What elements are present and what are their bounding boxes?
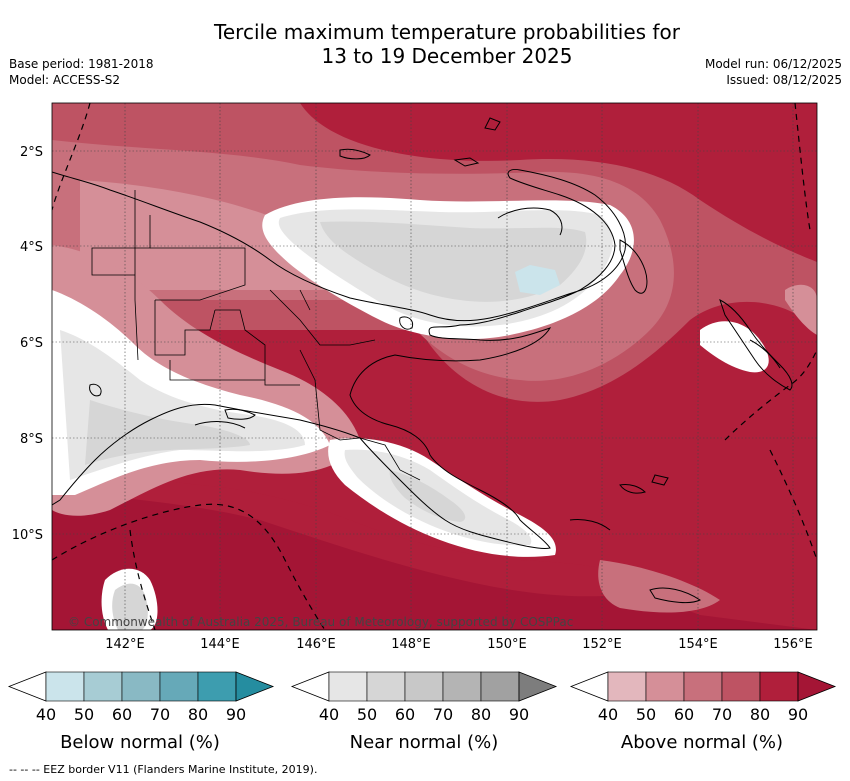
lat-axis: 2°S 4°S 6°S 8°S 10°S: [12, 145, 43, 543]
lon-label-156e: 156°E: [773, 637, 813, 652]
colorbar-tick-label: 90: [788, 705, 808, 724]
field-near-50-southeast: [389, 470, 466, 522]
colorbar-segment: [45, 671, 85, 702]
colorbar-tick-label: 80: [188, 705, 208, 724]
colorbar-segment: [328, 671, 368, 702]
colorbar-tick-label: 90: [509, 705, 529, 724]
colorbar-segment: [645, 671, 685, 702]
lat-label-4s: 4°S: [20, 240, 43, 255]
colorbar-title: Near normal (%): [350, 732, 499, 753]
lon-label-144e: 144°E: [200, 637, 240, 652]
colorbar-tick-label: 60: [112, 705, 132, 724]
colorbar-tick-label: 40: [598, 705, 618, 724]
colorbar-tick-label: 40: [319, 705, 339, 724]
colorbar-extend-high: [518, 671, 558, 702]
map-frame: [51, 102, 818, 631]
colorbar-segment: [721, 671, 761, 702]
colorbar-near-normal: 40 50 60 70 80 90 Near normal (%): [290, 671, 558, 753]
colorbar-tick-label: 50: [74, 705, 94, 724]
coastlines: [52, 117, 793, 604]
colorbar-tick-label: 80: [750, 705, 770, 724]
colorbar-tick-label: 80: [471, 705, 491, 724]
colorbar-tick-label: 90: [226, 705, 246, 724]
lat-label-8s: 8°S: [20, 432, 43, 447]
copyright-text: © Commonwealth of Australia 2025, Bureau…: [68, 615, 573, 629]
colorbar-title: Above normal (%): [621, 732, 783, 753]
eez-footnote: -- -- -- EEZ border V11 (Flanders Marine…: [9, 763, 318, 776]
colorbar-tick-label: 70: [150, 705, 170, 724]
colorbar-segment: [197, 671, 237, 702]
model-run: Model run: 06/12/2025: [704, 57, 842, 71]
colorbar-tick-label: 50: [357, 705, 377, 724]
colorbar-tick-label: 70: [712, 705, 732, 724]
eez-borders: [52, 103, 817, 630]
field-neutral-east: [700, 321, 769, 373]
colorbar-segment: [159, 671, 199, 702]
colorbar-segment: [683, 671, 723, 702]
colorbar-segment: [480, 671, 520, 702]
lat-label-2s: 2°S: [20, 145, 43, 160]
issued-date: Issued: 08/12/2025: [726, 73, 842, 87]
lat-label-10s: 10°S: [12, 528, 43, 543]
field-below-40-patch: [515, 265, 560, 295]
lon-label-154e: 154°E: [678, 637, 718, 652]
field-near-50-west: [85, 400, 250, 465]
lon-axis: 142°E 144°E 146°E 148°E 150°E 152°E 154°…: [105, 637, 813, 652]
field-above-80-south: [52, 450, 620, 597]
colorbar-extend-high: [235, 671, 275, 702]
title-line-1: Tercile maximum temperature probabilitie…: [214, 20, 680, 44]
colorbar-segment: [83, 671, 123, 702]
model-name: Model: ACCESS-S2: [9, 73, 121, 87]
colorbar-extend-low: [7, 671, 47, 702]
lon-label-152e: 152°E: [582, 637, 622, 652]
graticule: [52, 103, 817, 630]
colorbar-tick-label: 40: [36, 705, 56, 724]
lon-label-148e: 148°E: [391, 637, 431, 652]
colorbar-below-normal: 40 50 60 70 80 90 Below normal (%): [7, 671, 275, 753]
base-period: Base period: 1981-2018: [9, 57, 154, 71]
field-above-60-southeast: [598, 560, 720, 613]
colorbar-tick-label: 70: [433, 705, 453, 724]
colorbar-tick-label: 50: [636, 705, 656, 724]
meta-right: Model run: 06/12/2025 Issued: 08/12/2025: [705, 56, 842, 88]
colorbar-extend-high: [797, 671, 837, 702]
colorbar-title: Below normal (%): [60, 732, 220, 753]
colorbar-above-normal: 40 50 60 70 80 90 Above normal (%): [569, 671, 837, 753]
colorbar-segment: [366, 671, 406, 702]
colorbar-segment: [607, 671, 647, 702]
colorbar-segment: [404, 671, 444, 702]
colorbar-extend-low: [290, 671, 330, 702]
lon-label-150e: 150°E: [487, 637, 527, 652]
field-above-50-east: [785, 284, 817, 335]
title-line-2: 13 to 19 December 2025: [321, 44, 573, 68]
lon-label-142e: 142°E: [105, 637, 145, 652]
map-title: Tercile maximum temperature probabilitie…: [0, 20, 850, 68]
field-near-50-southwest: [112, 583, 148, 630]
meta-left: Base period: 1981-2018 Model: ACCESS-S2: [9, 56, 154, 88]
probability-field: © Commonwealth of Australia 2025, Bureau…: [52, 103, 817, 630]
admin-borders: [91, 190, 421, 481]
colorbar-extend-low: [569, 671, 609, 702]
colorbar-tick-label: 60: [674, 705, 694, 724]
lon-label-146e: 146°E: [296, 637, 336, 652]
colorbar-segment: [121, 671, 161, 702]
lat-label-6s: 6°S: [20, 336, 43, 351]
colorbar-tick-label: 60: [395, 705, 415, 724]
colorbar-segment: [442, 671, 482, 702]
colorbar-segment: [759, 671, 799, 702]
